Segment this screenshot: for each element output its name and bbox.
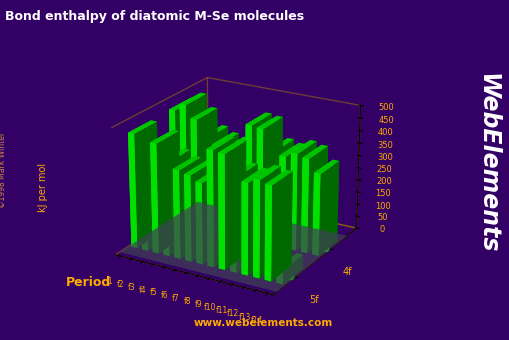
- Text: Bond enthalpy of diatomic M-Se molecules: Bond enthalpy of diatomic M-Se molecules: [5, 10, 304, 23]
- Text: kJ per mol: kJ per mol: [38, 163, 48, 211]
- Text: Period: Period: [66, 276, 111, 289]
- Text: ©1998 Mark Winter: ©1998 Mark Winter: [0, 132, 7, 208]
- Text: WebElements: WebElements: [474, 73, 498, 253]
- Text: www.webelements.com: www.webelements.com: [193, 318, 332, 328]
